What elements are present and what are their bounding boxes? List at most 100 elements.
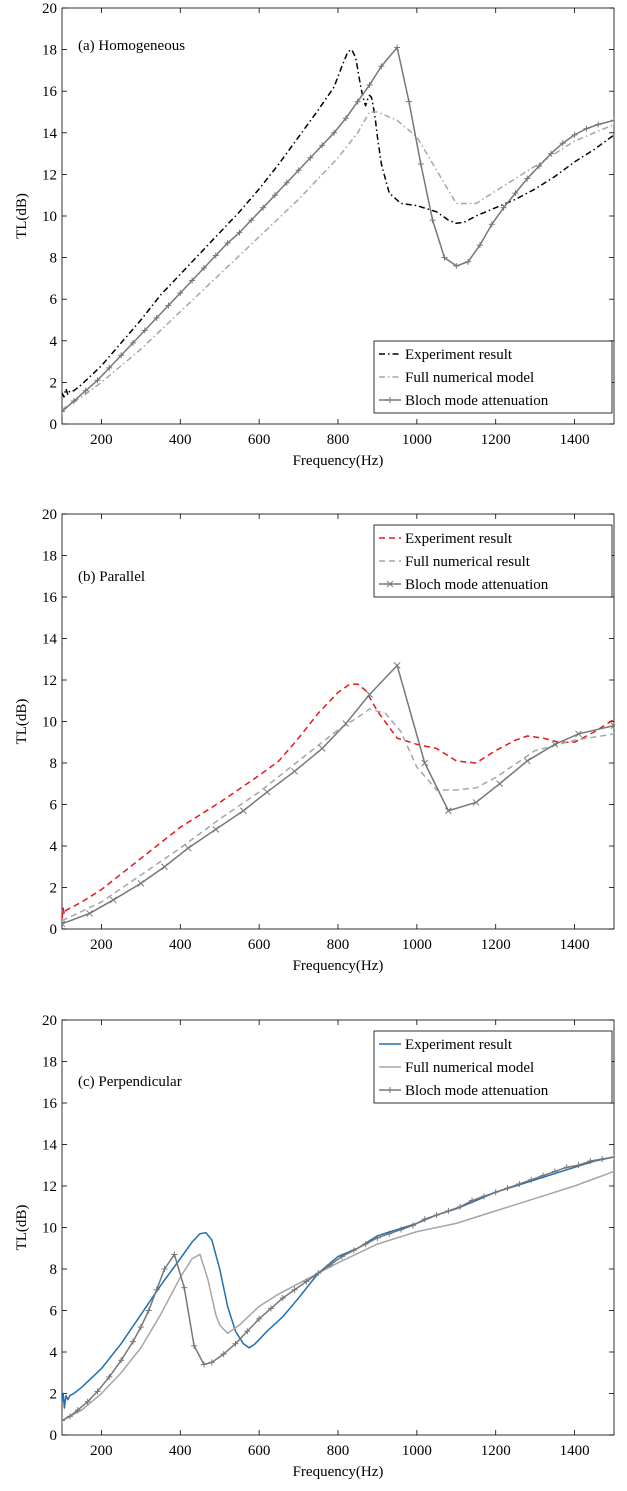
series-line <box>62 1156 614 1422</box>
x-tick-label: 600 <box>248 937 271 953</box>
data-point-marker <box>212 826 220 833</box>
series-line <box>62 1156 614 1409</box>
y-tick-label: 18 <box>42 43 57 59</box>
data-point-marker <box>62 1417 65 1424</box>
data-point-marker <box>405 98 412 105</box>
y-tick-label: 20 <box>42 507 57 523</box>
data-point-marker <box>283 179 290 186</box>
legend: Experiment result Full numerical model Blo… <box>373 340 613 414</box>
data-point-marker <box>62 920 66 928</box>
x-tick-label: 800 <box>327 1443 350 1459</box>
data-point-marker <box>575 730 582 738</box>
data-point-marker <box>366 81 373 88</box>
legend-entry: Bloch mode attenuation <box>405 577 549 593</box>
y-tick-label: 20 <box>42 1013 57 1029</box>
data-point-marker <box>441 254 448 261</box>
data-point-marker <box>331 129 338 136</box>
panel-annotation: (b) Parallel <box>78 569 145 585</box>
data-point-marker <box>480 1193 487 1200</box>
x-tick-label: 400 <box>169 432 192 448</box>
data-point-marker <box>224 240 231 247</box>
data-point-marker <box>315 1270 322 1277</box>
data-point-marker <box>62 408 65 415</box>
data-point-marker <box>547 150 554 157</box>
data-point-marker <box>386 1230 393 1237</box>
panel-annotation: (a) Homogeneous <box>78 38 185 54</box>
data-point-marker <box>465 258 472 265</box>
x-tick-label: 800 <box>327 432 350 448</box>
y-tick-label: 18 <box>42 1055 57 1071</box>
data-point-marker <box>472 799 480 806</box>
data-point-marker <box>153 1286 160 1293</box>
panel-annotation: (c) Perpendicular <box>78 1074 182 1090</box>
x-tick-label: 400 <box>169 1443 192 1459</box>
x-axis-label: Frequency(Hz) <box>293 1464 384 1480</box>
data-point-marker <box>409 1222 416 1229</box>
data-point-marker <box>512 190 519 197</box>
y-tick-label: 16 <box>42 1096 58 1112</box>
data-point-marker <box>184 844 192 852</box>
data-point-marker <box>106 364 113 371</box>
data-point-marker <box>350 1247 357 1254</box>
data-point-marker <box>318 745 326 752</box>
data-point-marker <box>177 289 184 296</box>
data-point-marker <box>488 221 495 228</box>
data-point-marker <box>523 757 531 765</box>
y-tick-label: 6 <box>50 1304 58 1320</box>
y-tick-label: 0 <box>50 922 58 938</box>
legend-box <box>373 524 613 598</box>
data-point-marker <box>393 662 401 669</box>
data-point-marker <box>386 580 394 588</box>
data-point-marker <box>445 807 452 815</box>
data-point-marker <box>611 117 614 124</box>
data-point-marker <box>387 397 393 403</box>
data-point-marker <box>118 1357 125 1364</box>
data-point-marker <box>267 1305 274 1312</box>
data-point-marker <box>469 1197 476 1204</box>
x-axis-label: Frequency(Hz) <box>293 958 384 974</box>
data-point-marker <box>342 720 350 727</box>
x-axis-label: Frequency(Hz) <box>293 453 384 469</box>
data-point-marker <box>583 125 590 132</box>
x-tick-label: 1000 <box>402 432 432 448</box>
data-point-marker <box>86 910 93 917</box>
data-point-marker <box>394 44 401 51</box>
y-tick-label: 0 <box>50 417 58 433</box>
x-tick-label: 200 <box>90 937 113 953</box>
data-point-marker <box>366 691 373 698</box>
y-tick-label: 14 <box>42 1138 58 1154</box>
data-point-marker <box>271 192 278 199</box>
data-point-marker <box>516 1180 523 1187</box>
data-point-marker <box>291 767 298 775</box>
x-tick-label: 1400 <box>560 937 590 953</box>
y-tick-label: 10 <box>42 1221 57 1237</box>
data-point-marker <box>240 807 247 815</box>
data-point-marker <box>496 780 504 788</box>
data-point-marker <box>109 896 117 904</box>
y-tick-label: 14 <box>42 126 58 142</box>
data-point-marker <box>256 1315 263 1322</box>
data-point-marker <box>587 1158 594 1165</box>
y-tick-label: 12 <box>42 673 57 689</box>
data-point-marker <box>398 1226 405 1233</box>
data-point-marker <box>153 314 160 321</box>
data-point-marker <box>559 140 566 147</box>
data-point-marker <box>232 1340 239 1347</box>
y-tick-label: 8 <box>50 251 58 267</box>
y-axis-label: TL(dB) <box>14 699 30 745</box>
x-tick-label: 200 <box>90 1443 113 1459</box>
data-point-marker <box>220 1351 227 1358</box>
data-point-marker <box>161 863 168 871</box>
data-point-marker <box>145 1307 152 1314</box>
data-point-marker <box>291 1286 298 1293</box>
data-point-marker <box>118 352 125 359</box>
y-tick-label: 0 <box>50 1428 58 1444</box>
data-point-marker <box>94 1388 101 1395</box>
data-point-marker <box>575 1162 582 1169</box>
data-point-marker <box>279 1295 286 1302</box>
data-point-marker <box>571 131 578 138</box>
legend: Experiment result Full numerical result Bl… <box>373 524 613 598</box>
data-point-marker <box>374 1234 381 1241</box>
y-tick-label: 4 <box>50 334 58 350</box>
y-tick-label: 12 <box>42 167 57 183</box>
